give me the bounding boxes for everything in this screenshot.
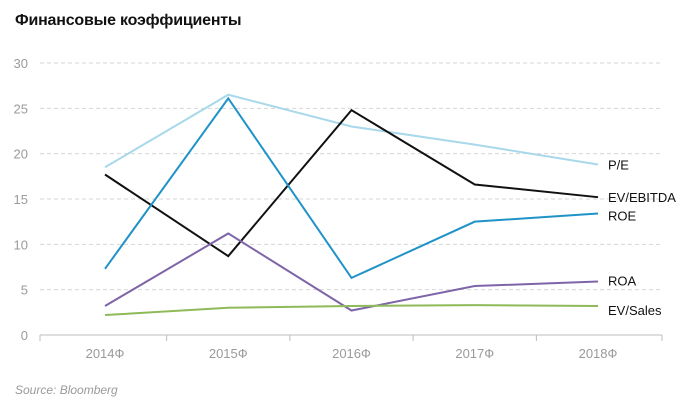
- series-label: EV/EBITDA: [608, 190, 676, 205]
- chart-title: Финансовые коэффициенты: [15, 12, 242, 29]
- series-labels: P/E EV/EBITDA ROE ROA EV/Sales: [608, 158, 676, 318]
- y-tick-label: 15: [14, 192, 28, 207]
- source-note: Source: Bloomberg: [15, 383, 118, 397]
- series-line-p-e: [104, 93, 599, 169]
- x-axis: 2014Ф 2015Ф 2016Ф 2017Ф 2018Ф: [39, 334, 663, 361]
- x-tick-label: 2014Ф: [86, 346, 125, 361]
- y-tick-label: 5: [21, 283, 28, 298]
- y-tick-label: 30: [14, 56, 28, 71]
- series-label: P/E: [608, 158, 629, 173]
- series-lines: [104, 93, 599, 317]
- series-line-roa: [104, 232, 599, 312]
- y-tick-label: 20: [14, 147, 28, 162]
- x-tick-label: 2018Ф: [579, 346, 618, 361]
- y-tick-label: 25: [14, 101, 28, 116]
- grid-lines: [40, 62, 662, 291]
- series-label: EV/Sales: [608, 303, 662, 318]
- y-tick-label: 0: [21, 328, 28, 343]
- y-axis-ticks: 0 5 10 15 20 25 30: [14, 56, 28, 343]
- x-tick-label: 2015Ф: [209, 346, 248, 361]
- series-label: ROA: [608, 274, 637, 289]
- y-tick-label: 10: [14, 237, 28, 252]
- series-line-ev-ebitda: [104, 108, 599, 258]
- series-line-roe: [104, 96, 599, 280]
- x-tick-label: 2017Ф: [455, 346, 494, 361]
- series-label: ROE: [608, 209, 637, 224]
- x-tick-label: 2016Ф: [332, 346, 371, 361]
